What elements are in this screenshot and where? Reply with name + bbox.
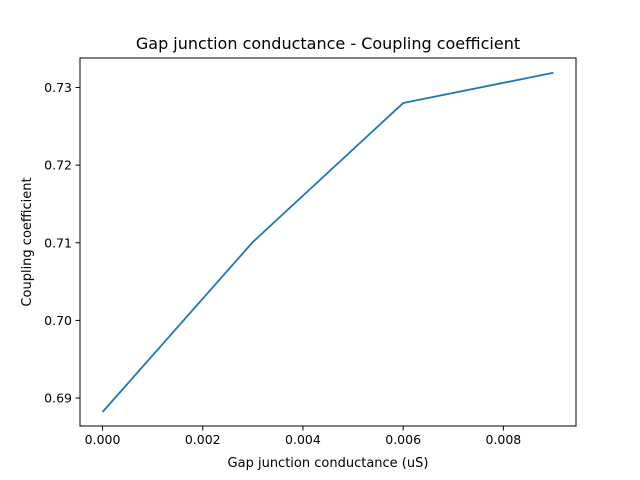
x-tick-label: 0.004 xyxy=(285,432,321,447)
chart-title: Gap junction conductance - Coupling coef… xyxy=(136,34,520,53)
x-axis-ticks: 0.000 0.002 0.004 0.006 0.008 xyxy=(85,426,521,447)
y-tick-label: 0.71 xyxy=(44,235,72,250)
series-line-0 xyxy=(101,71,554,413)
plot-background xyxy=(80,58,576,426)
x-axis-label: Gap junction conductance (uS) xyxy=(228,456,429,471)
y-tick-label: 0.70 xyxy=(44,313,72,328)
x-tick-label: 0.008 xyxy=(485,432,521,447)
plot-frame xyxy=(79,57,577,427)
y-axis-ticks: 0.69 0.70 0.71 0.72 0.73 xyxy=(44,80,80,406)
plot-area xyxy=(79,57,577,427)
y-tick-label: 0.72 xyxy=(44,158,72,173)
y-axis-label: Coupling coefficient xyxy=(20,177,35,306)
y-tick-label: 0.69 xyxy=(44,391,72,406)
data-marks xyxy=(101,71,554,413)
x-tick-label: 0.006 xyxy=(385,432,421,447)
x-tick-label: 0.000 xyxy=(85,432,121,447)
y-tick-label: 0.73 xyxy=(44,80,72,95)
x-tick-label: 0.002 xyxy=(185,432,221,447)
